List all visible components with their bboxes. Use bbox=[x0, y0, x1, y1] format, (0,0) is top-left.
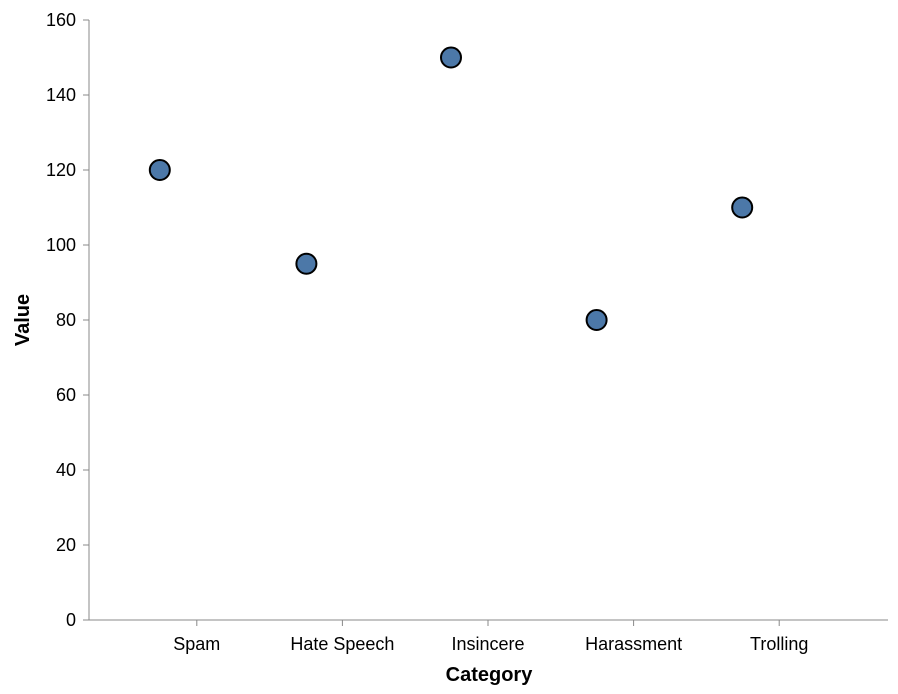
y-tick-label: 40 bbox=[56, 460, 76, 480]
x-tick-label: Harassment bbox=[585, 634, 682, 654]
y-tick-label: 100 bbox=[46, 235, 76, 255]
x-tick-label: Spam bbox=[173, 634, 220, 654]
y-tick-label: 140 bbox=[46, 85, 76, 105]
x-tick-label: Hate Speech bbox=[290, 634, 394, 654]
y-tick-label: 80 bbox=[56, 310, 76, 330]
y-tick-label: 60 bbox=[56, 385, 76, 405]
x-tick-label: Trolling bbox=[750, 634, 808, 654]
y-tick-label: 0 bbox=[66, 610, 76, 630]
data-points bbox=[148, 46, 754, 331]
x-axis: Spam Hate Speech Insincere Harassment Trolli… bbox=[89, 619, 888, 654]
data-point-insincere bbox=[440, 46, 462, 69]
y-tick-label: 160 bbox=[46, 10, 76, 30]
x-axis-title: Category bbox=[446, 664, 534, 686]
data-point-spam bbox=[148, 159, 171, 181]
y-tick-label: 120 bbox=[46, 160, 76, 180]
x-tick-label: Insincere bbox=[451, 634, 524, 654]
data-point-trolling bbox=[731, 196, 754, 219]
data-point-harassment bbox=[585, 309, 608, 331]
data-point-hate-speech bbox=[295, 252, 318, 275]
y-tick-label: 20 bbox=[56, 535, 76, 555]
y-axis-title: Value bbox=[12, 294, 34, 346]
y-axis: 0 20 40 60 80 100 120 140 160 bbox=[46, 10, 90, 630]
